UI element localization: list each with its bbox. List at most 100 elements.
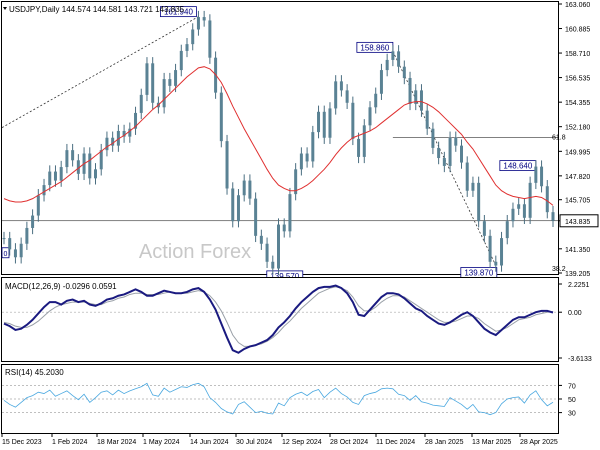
price-bar-body — [362, 125, 366, 157]
rsi-series-group — [3, 382, 554, 416]
chevron-down-icon[interactable] — [3, 7, 7, 10]
price-bar-body — [271, 261, 275, 269]
price-bar-body — [99, 150, 103, 170]
x-tick-label: 15 Dec 2023 — [2, 439, 42, 446]
price-bar-body — [408, 77, 412, 104]
rsi-y-tick-label: 30 — [568, 411, 576, 418]
price-bar-body — [162, 79, 166, 108]
price-bar-body — [397, 51, 401, 67]
price-bar-body — [145, 63, 149, 95]
price-y-tick-label: 163.060 — [565, 2, 590, 9]
macd-panel: 2.2251 0.00 -3.6133 MACD(12,26,9) -0.0296 … — [1, 277, 592, 363]
edge-label: 0 — [4, 251, 8, 258]
price-bar-body — [168, 79, 172, 86]
x-tick-label: 1 May 2024 — [143, 439, 180, 446]
price-bar-body — [551, 212, 555, 221]
price-bar-body — [202, 17, 206, 21]
price-bar-body — [328, 108, 332, 138]
price-y-tick-label: 154.355 — [565, 100, 590, 107]
price-label: 161.940 — [164, 8, 193, 17]
price-series-group — [2, 10, 555, 275]
price-bar-body — [88, 153, 92, 179]
price-y-tick-label: 141.350 — [565, 247, 590, 254]
price-bar-body — [522, 204, 526, 218]
macd-y-tick-label: 2.2251 — [568, 282, 590, 289]
price-y-tick-label: 156.535 — [565, 76, 590, 83]
price-bar-body — [442, 158, 446, 166]
price-y-tick-label: 139.205 — [565, 271, 590, 278]
price-bar-body — [465, 162, 469, 191]
fib-label: 38.2 — [552, 266, 566, 273]
price-y-tick-label: 152.180 — [565, 125, 590, 132]
price-label: 139.870 — [464, 269, 493, 278]
price-bar-body — [94, 169, 97, 179]
price-bar-body — [259, 235, 263, 244]
watermark: Action Forex — [139, 241, 251, 263]
price-bar-body — [179, 50, 183, 71]
rsi-panel: 70 50 30 RSI(14) 45.2030 — [1, 364, 576, 434]
price-bar-body — [311, 132, 315, 162]
price-bar-body — [379, 70, 383, 94]
price-bar-body — [265, 243, 269, 262]
price-bar-body — [294, 169, 298, 195]
price-bar-body — [36, 195, 40, 216]
price-bar-body — [191, 29, 195, 45]
price-bar-body — [471, 182, 475, 191]
price-bar-body — [431, 128, 435, 148]
price-bar-body — [128, 128, 132, 137]
price-label: 148.640 — [503, 162, 532, 171]
macd-y-tick-label: 0.00 — [568, 310, 582, 317]
price-bar-body — [288, 194, 292, 232]
price-bar-body — [391, 51, 395, 60]
rsi-y-tick-label: 70 — [568, 383, 576, 390]
edge-label-box — [1, 247, 10, 259]
price-bar-body — [419, 90, 423, 111]
price-bar-body — [414, 90, 418, 104]
x-tick-label: 14 Jun 2024 — [190, 439, 229, 446]
price-bar-body — [76, 160, 80, 174]
price-bar-body — [511, 208, 515, 222]
price-bar-body — [71, 150, 75, 161]
price-bar-body — [339, 81, 343, 91]
rsi-gridlines — [2, 385, 558, 413]
price-bar-body — [540, 166, 544, 187]
price-bar-body — [488, 235, 492, 262]
rsi-y-tick-label: 50 — [568, 397, 576, 404]
price-bar-body — [334, 81, 338, 109]
x-tick-label: 18 Mar 2024 — [97, 439, 136, 446]
price-bar-body — [242, 180, 246, 196]
price-label: 139.570 — [270, 272, 299, 281]
price-bar-body — [505, 221, 509, 239]
price-bar-body — [196, 17, 200, 30]
price-y-tick-label: 149.995 — [565, 149, 590, 156]
price-bar-body — [351, 102, 355, 139]
price-bar-body — [299, 153, 303, 170]
fib-label: 61.8 — [552, 135, 566, 142]
last-price-badge — [559, 214, 599, 228]
trendline-upper — [1, 16, 199, 128]
price-bar-body — [139, 94, 143, 113]
price-bar-body — [8, 238, 12, 250]
price-bar-body — [2, 238, 6, 240]
macd-panel-frame — [1, 277, 559, 362]
rsi-title: RSI(14) 45.2030 — [5, 368, 64, 377]
price-bar-body — [448, 137, 452, 166]
price-y-tick-label: 145.705 — [565, 198, 590, 205]
x-tick-label: 28 Apr 2025 — [520, 439, 558, 446]
price-bar-body — [368, 107, 372, 126]
price-y-tick-label: 143.835 — [565, 219, 590, 226]
price-bar-body — [322, 111, 326, 138]
price-bar-body — [151, 63, 155, 103]
price-y-tick-label: 158.710 — [565, 51, 590, 58]
price-bar-body — [248, 180, 252, 199]
price-y-tick-label: 160.885 — [565, 27, 590, 34]
price-bar-body — [53, 171, 57, 181]
macd-series-group — [3, 284, 554, 354]
price-bar-body — [65, 150, 69, 168]
x-tick-label: 30 Jul 2024 — [236, 439, 272, 446]
macd-title: MACD(12,26,9) -0.0296 0.0591 — [5, 282, 117, 291]
price-bar-body — [494, 261, 498, 266]
price-bar-body — [122, 130, 126, 137]
price-bar-body — [174, 70, 178, 86]
